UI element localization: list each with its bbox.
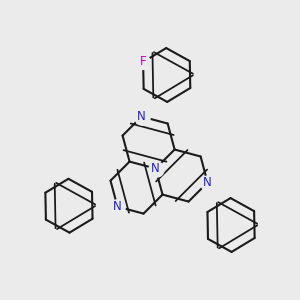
Text: N: N bbox=[113, 200, 122, 213]
Text: N: N bbox=[203, 176, 212, 189]
Text: N: N bbox=[137, 110, 146, 123]
Text: F: F bbox=[140, 56, 146, 68]
Text: N: N bbox=[151, 162, 160, 175]
